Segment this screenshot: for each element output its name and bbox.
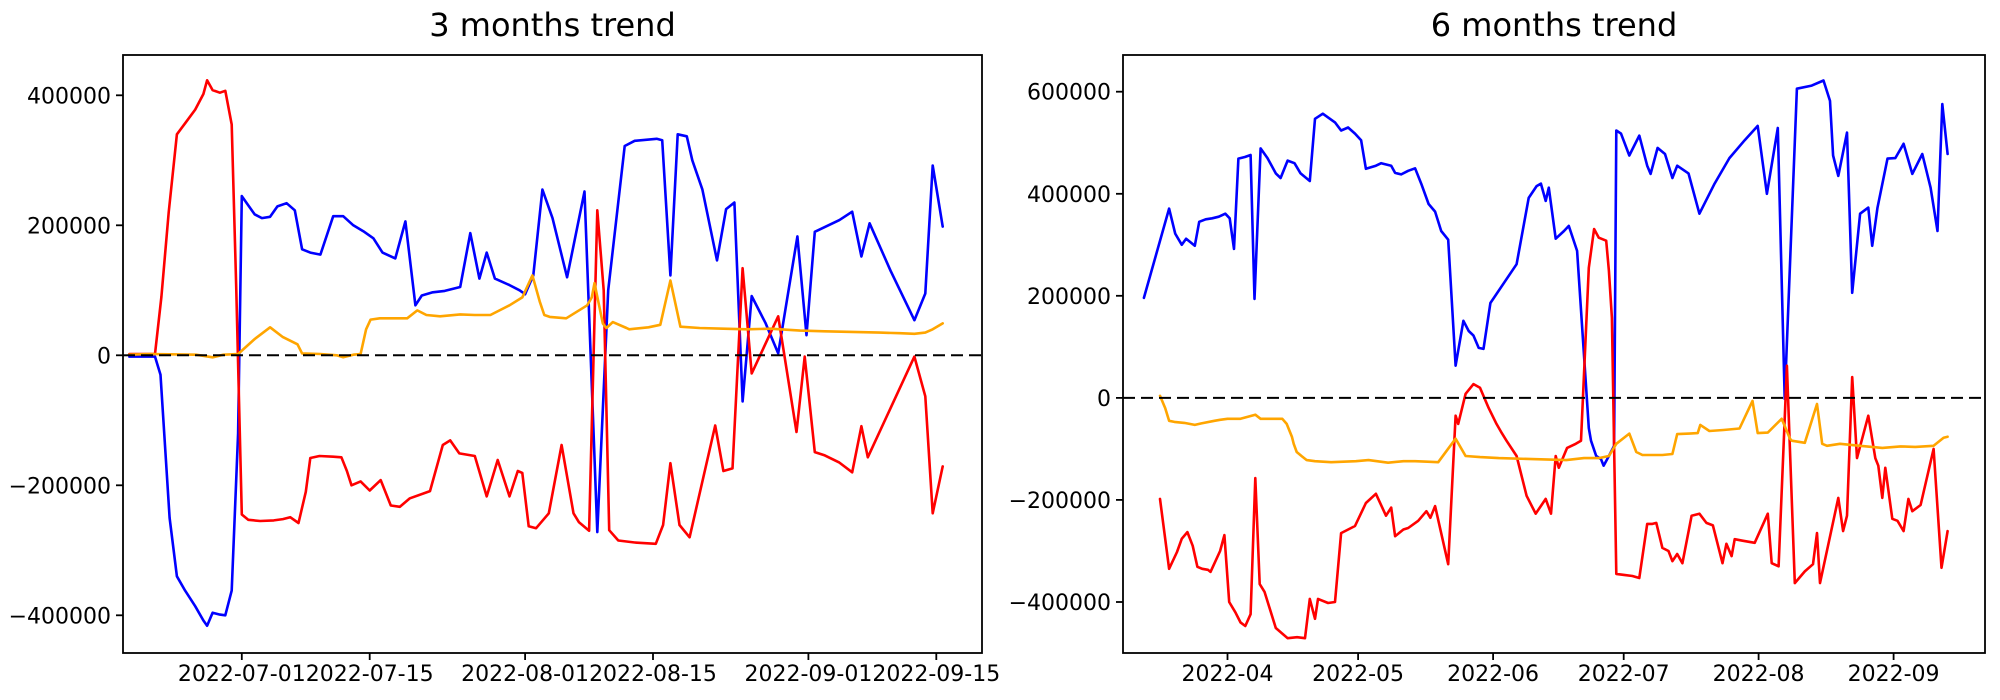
x-tick-label: 2022-05 bbox=[1312, 662, 1404, 687]
red-line bbox=[1158, 227, 1949, 640]
y-tick-label: 400000 bbox=[27, 84, 111, 109]
x-tick-label: 2022-07-15 bbox=[306, 662, 434, 687]
x-tick-label: 2022-07 bbox=[1578, 662, 1670, 687]
x-tick-label: 2022-04 bbox=[1182, 662, 1274, 687]
y-tick-label: 200000 bbox=[27, 214, 111, 239]
x-tick-label: 2022-09 bbox=[1848, 662, 1940, 687]
y-tick-label: 400000 bbox=[1027, 183, 1111, 208]
x-tick-label: 2022-08-01 bbox=[461, 662, 589, 687]
x-tick-label: 2022-09-15 bbox=[872, 662, 1000, 687]
x-tick-label: 2022-08-15 bbox=[589, 662, 717, 687]
y-tick-label: 200000 bbox=[1027, 285, 1111, 310]
chart-3-months-trend: 2022-07-01 2022-07-15 2022-08-01 2022-08-15… bbox=[9, 54, 1000, 687]
y-tick-label: 0 bbox=[97, 344, 111, 369]
y-tick-label: −200000 bbox=[1009, 489, 1111, 514]
y-tick-label: 600000 bbox=[1027, 81, 1111, 106]
chart-title-3-months: 3 months trend bbox=[429, 6, 676, 44]
blue-line bbox=[1142, 79, 1949, 468]
x-tick-label: 2022-08 bbox=[1713, 662, 1805, 687]
chart-6-months-trend: 2022-04 2022-05 2022-06 2022-07 2022-08 2022-… bbox=[1009, 54, 1986, 687]
orange-line bbox=[1158, 394, 1949, 465]
axes-spines bbox=[122, 54, 983, 654]
chart-title-6-months: 6 months trend bbox=[1430, 6, 1678, 44]
y-tick-label: −400000 bbox=[9, 604, 111, 629]
orange-line bbox=[128, 274, 945, 359]
x-tick-label: 2022-06 bbox=[1447, 662, 1539, 687]
y-tick-label: −200000 bbox=[9, 474, 111, 499]
axes-spines bbox=[1122, 54, 1986, 654]
y-tick-label: 0 bbox=[1097, 387, 1111, 412]
red-line bbox=[128, 79, 945, 546]
x-tick-label: 2022-07-01 bbox=[178, 662, 306, 687]
y-tick-label: −400000 bbox=[1009, 591, 1111, 616]
x-tick-label: 2022-09-01 bbox=[744, 662, 872, 687]
blue-line bbox=[128, 133, 945, 628]
